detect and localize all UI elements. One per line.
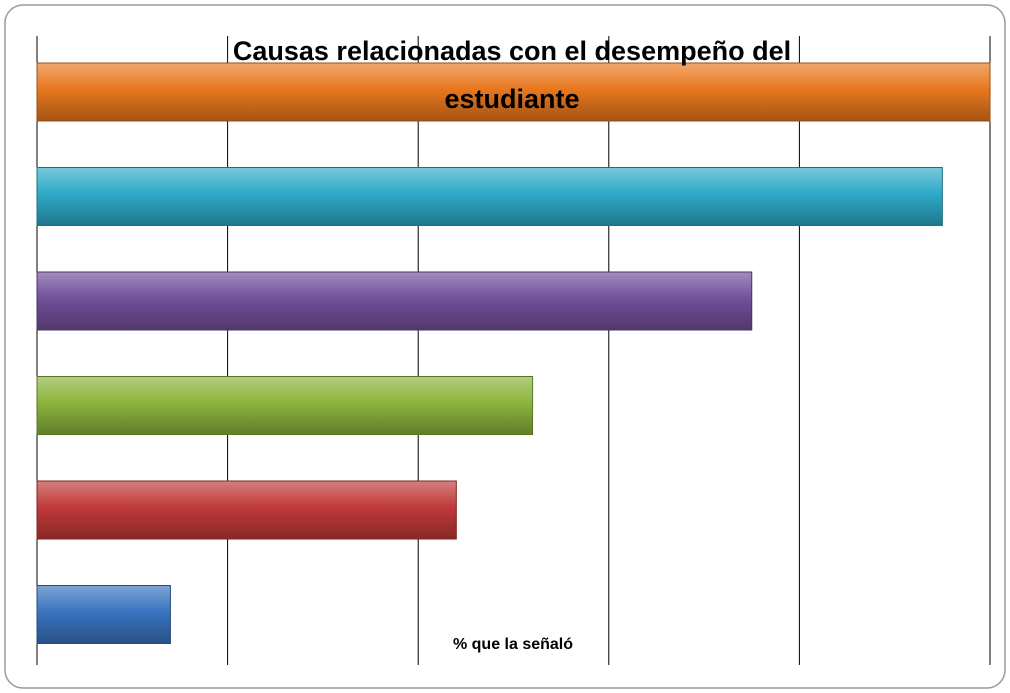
chart-title: estudiante: [444, 84, 579, 114]
bar: [36, 62, 991, 122]
grid: [36, 36, 991, 665]
bar: [36, 376, 534, 435]
bar: [36, 271, 753, 331]
bars: [36, 62, 991, 644]
bar: [36, 167, 943, 226]
bar: [36, 585, 171, 644]
chart-title: Causas relacionadas con el desempeño del: [233, 36, 791, 66]
bar: [36, 480, 457, 540]
x-axis-label: % que la señaló: [453, 636, 573, 653]
